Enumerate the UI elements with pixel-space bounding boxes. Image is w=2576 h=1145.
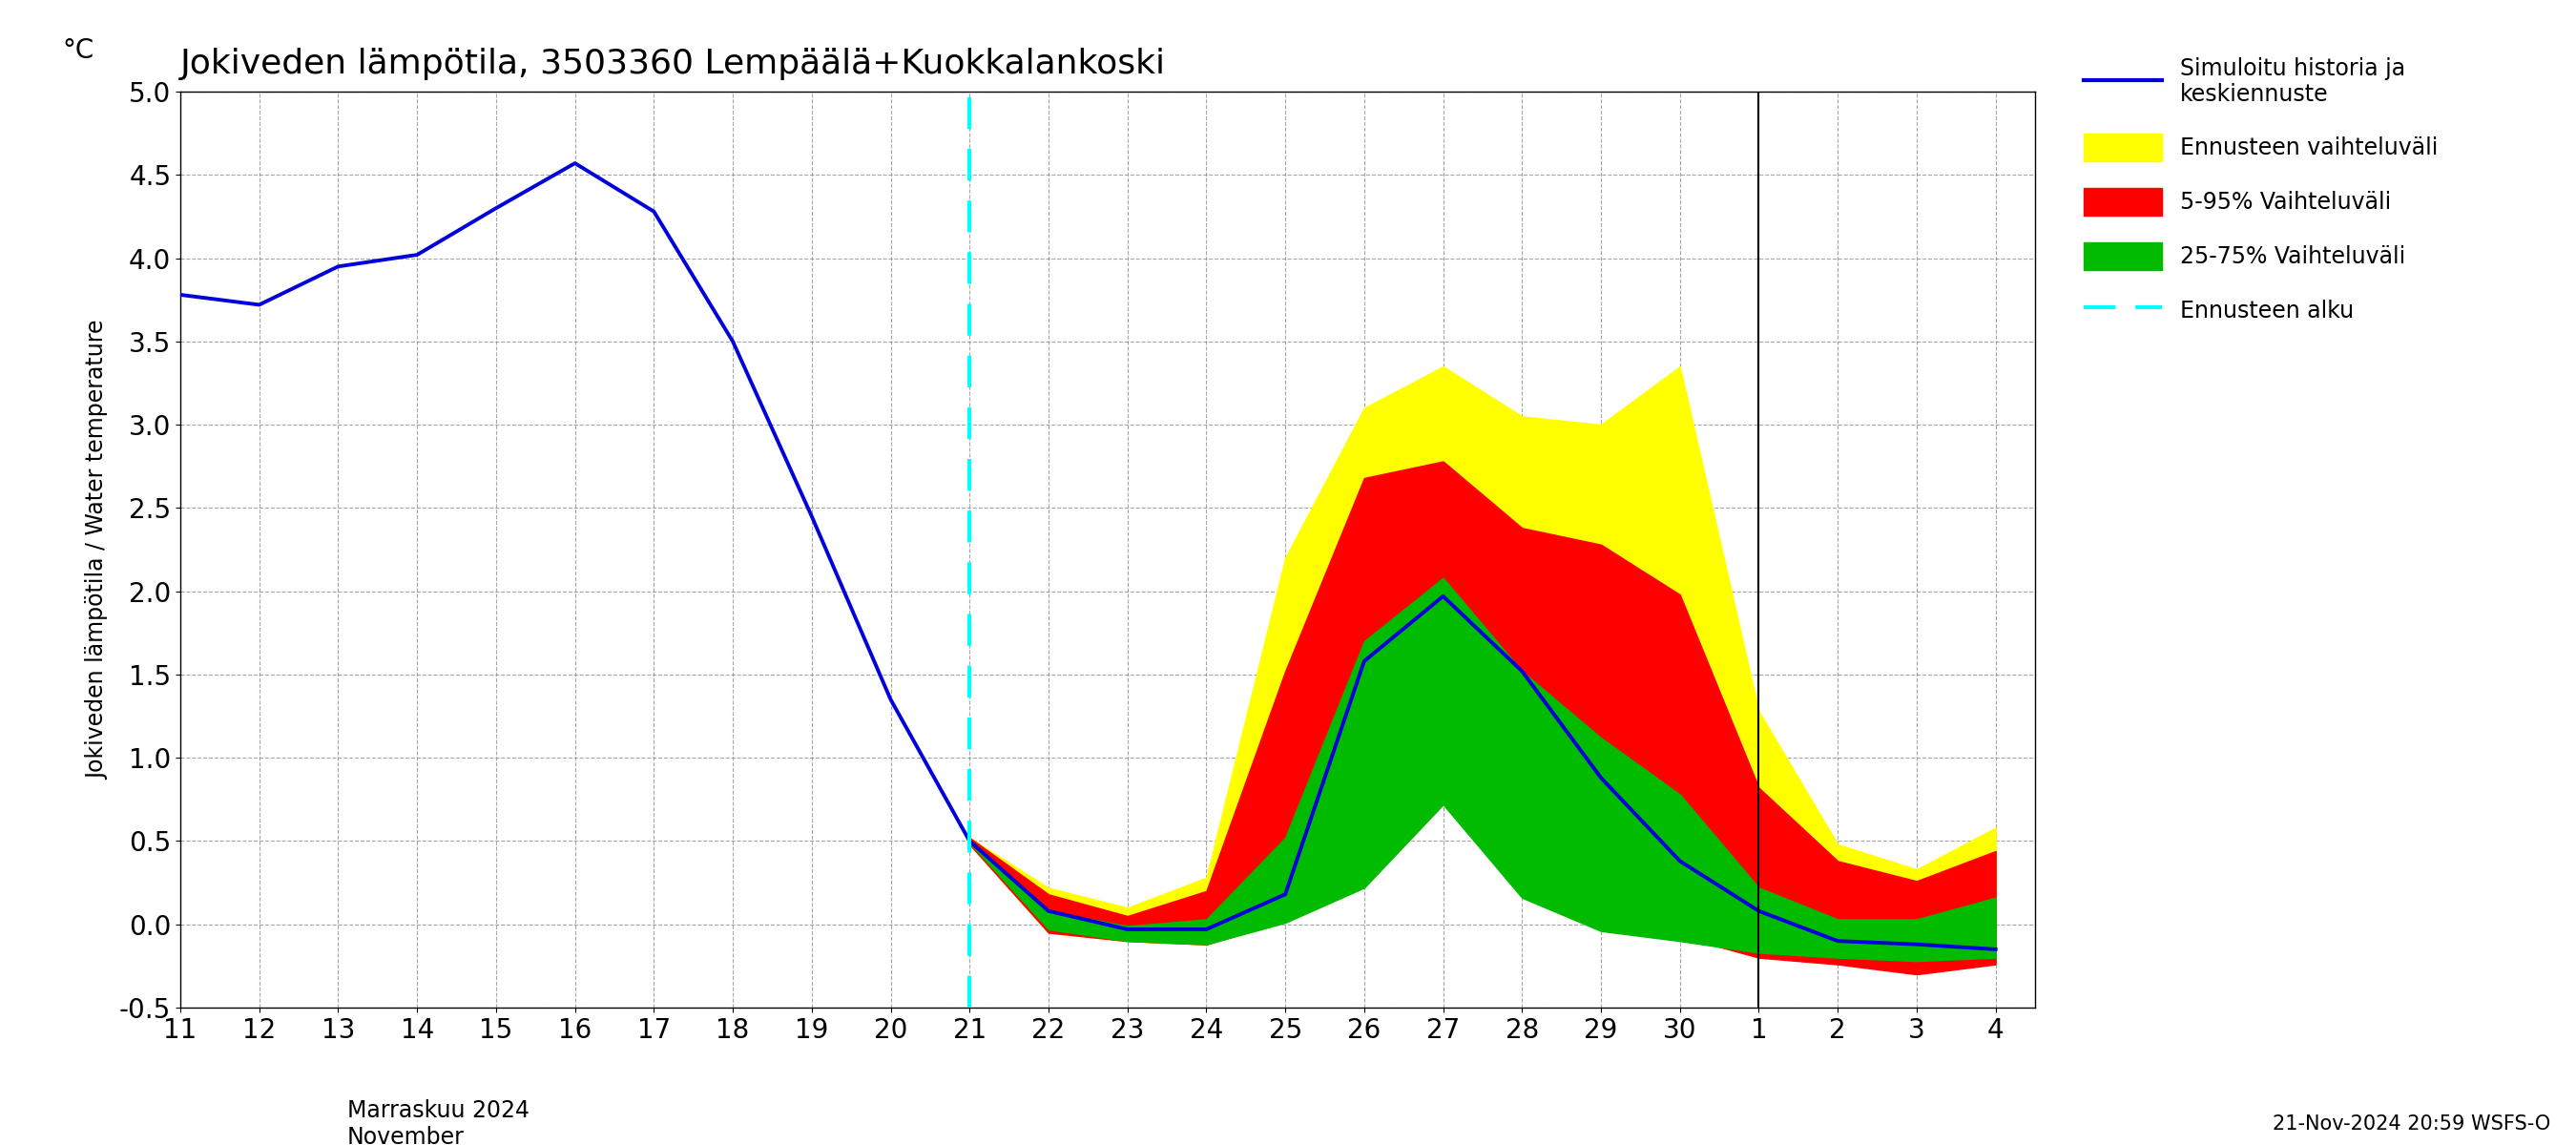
Y-axis label: Jokiveden lämpötila / Water temperature: Jokiveden lämpötila / Water temperature [85,319,108,780]
Text: Jokiveden lämpötila, 3503360 Lempäälä+Kuokkalankoski: Jokiveden lämpötila, 3503360 Lempäälä+Ku… [180,47,1167,80]
Legend: Simuloitu historia ja
keskiennuste, Ennusteen vaihteluväli, 5-95% Vaihteluväli, : Simuloitu historia ja keskiennuste, Ennu… [2071,46,2450,335]
Text: Marraskuu 2024
November: Marraskuu 2024 November [348,1099,531,1145]
Text: °C: °C [62,38,95,64]
Text: 21-Nov-2024 20:59 WSFS-O: 21-Nov-2024 20:59 WSFS-O [2272,1114,2550,1134]
